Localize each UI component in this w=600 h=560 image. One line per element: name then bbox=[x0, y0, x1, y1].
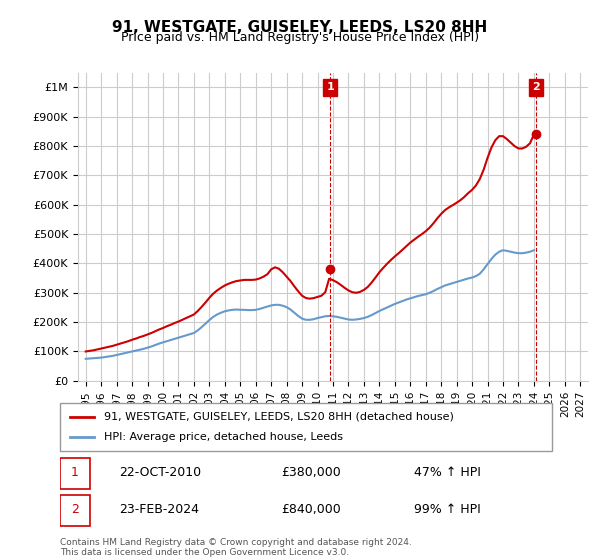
Text: 91, WESTGATE, GUISELEY, LEEDS, LS20 8HH (detached house): 91, WESTGATE, GUISELEY, LEEDS, LS20 8HH … bbox=[104, 412, 454, 422]
Text: HPI: Average price, detached house, Leeds: HPI: Average price, detached house, Leed… bbox=[104, 432, 343, 442]
FancyBboxPatch shape bbox=[60, 403, 552, 451]
Text: 2: 2 bbox=[532, 82, 540, 92]
Text: 2: 2 bbox=[71, 503, 79, 516]
Text: Price paid vs. HM Land Registry's House Price Index (HPI): Price paid vs. HM Land Registry's House … bbox=[121, 31, 479, 44]
Text: 22-OCT-2010: 22-OCT-2010 bbox=[119, 466, 201, 479]
Text: £840,000: £840,000 bbox=[281, 503, 341, 516]
Text: 47% ↑ HPI: 47% ↑ HPI bbox=[414, 466, 481, 479]
FancyBboxPatch shape bbox=[60, 494, 89, 525]
Text: 1: 1 bbox=[71, 466, 79, 479]
Text: Contains HM Land Registry data © Crown copyright and database right 2024.
This d: Contains HM Land Registry data © Crown c… bbox=[60, 538, 412, 557]
Text: 99% ↑ HPI: 99% ↑ HPI bbox=[414, 503, 481, 516]
Text: 1: 1 bbox=[326, 82, 334, 92]
Text: £380,000: £380,000 bbox=[281, 466, 341, 479]
Text: 23-FEB-2024: 23-FEB-2024 bbox=[119, 503, 199, 516]
FancyBboxPatch shape bbox=[60, 458, 89, 489]
Text: 91, WESTGATE, GUISELEY, LEEDS, LS20 8HH: 91, WESTGATE, GUISELEY, LEEDS, LS20 8HH bbox=[112, 20, 488, 35]
